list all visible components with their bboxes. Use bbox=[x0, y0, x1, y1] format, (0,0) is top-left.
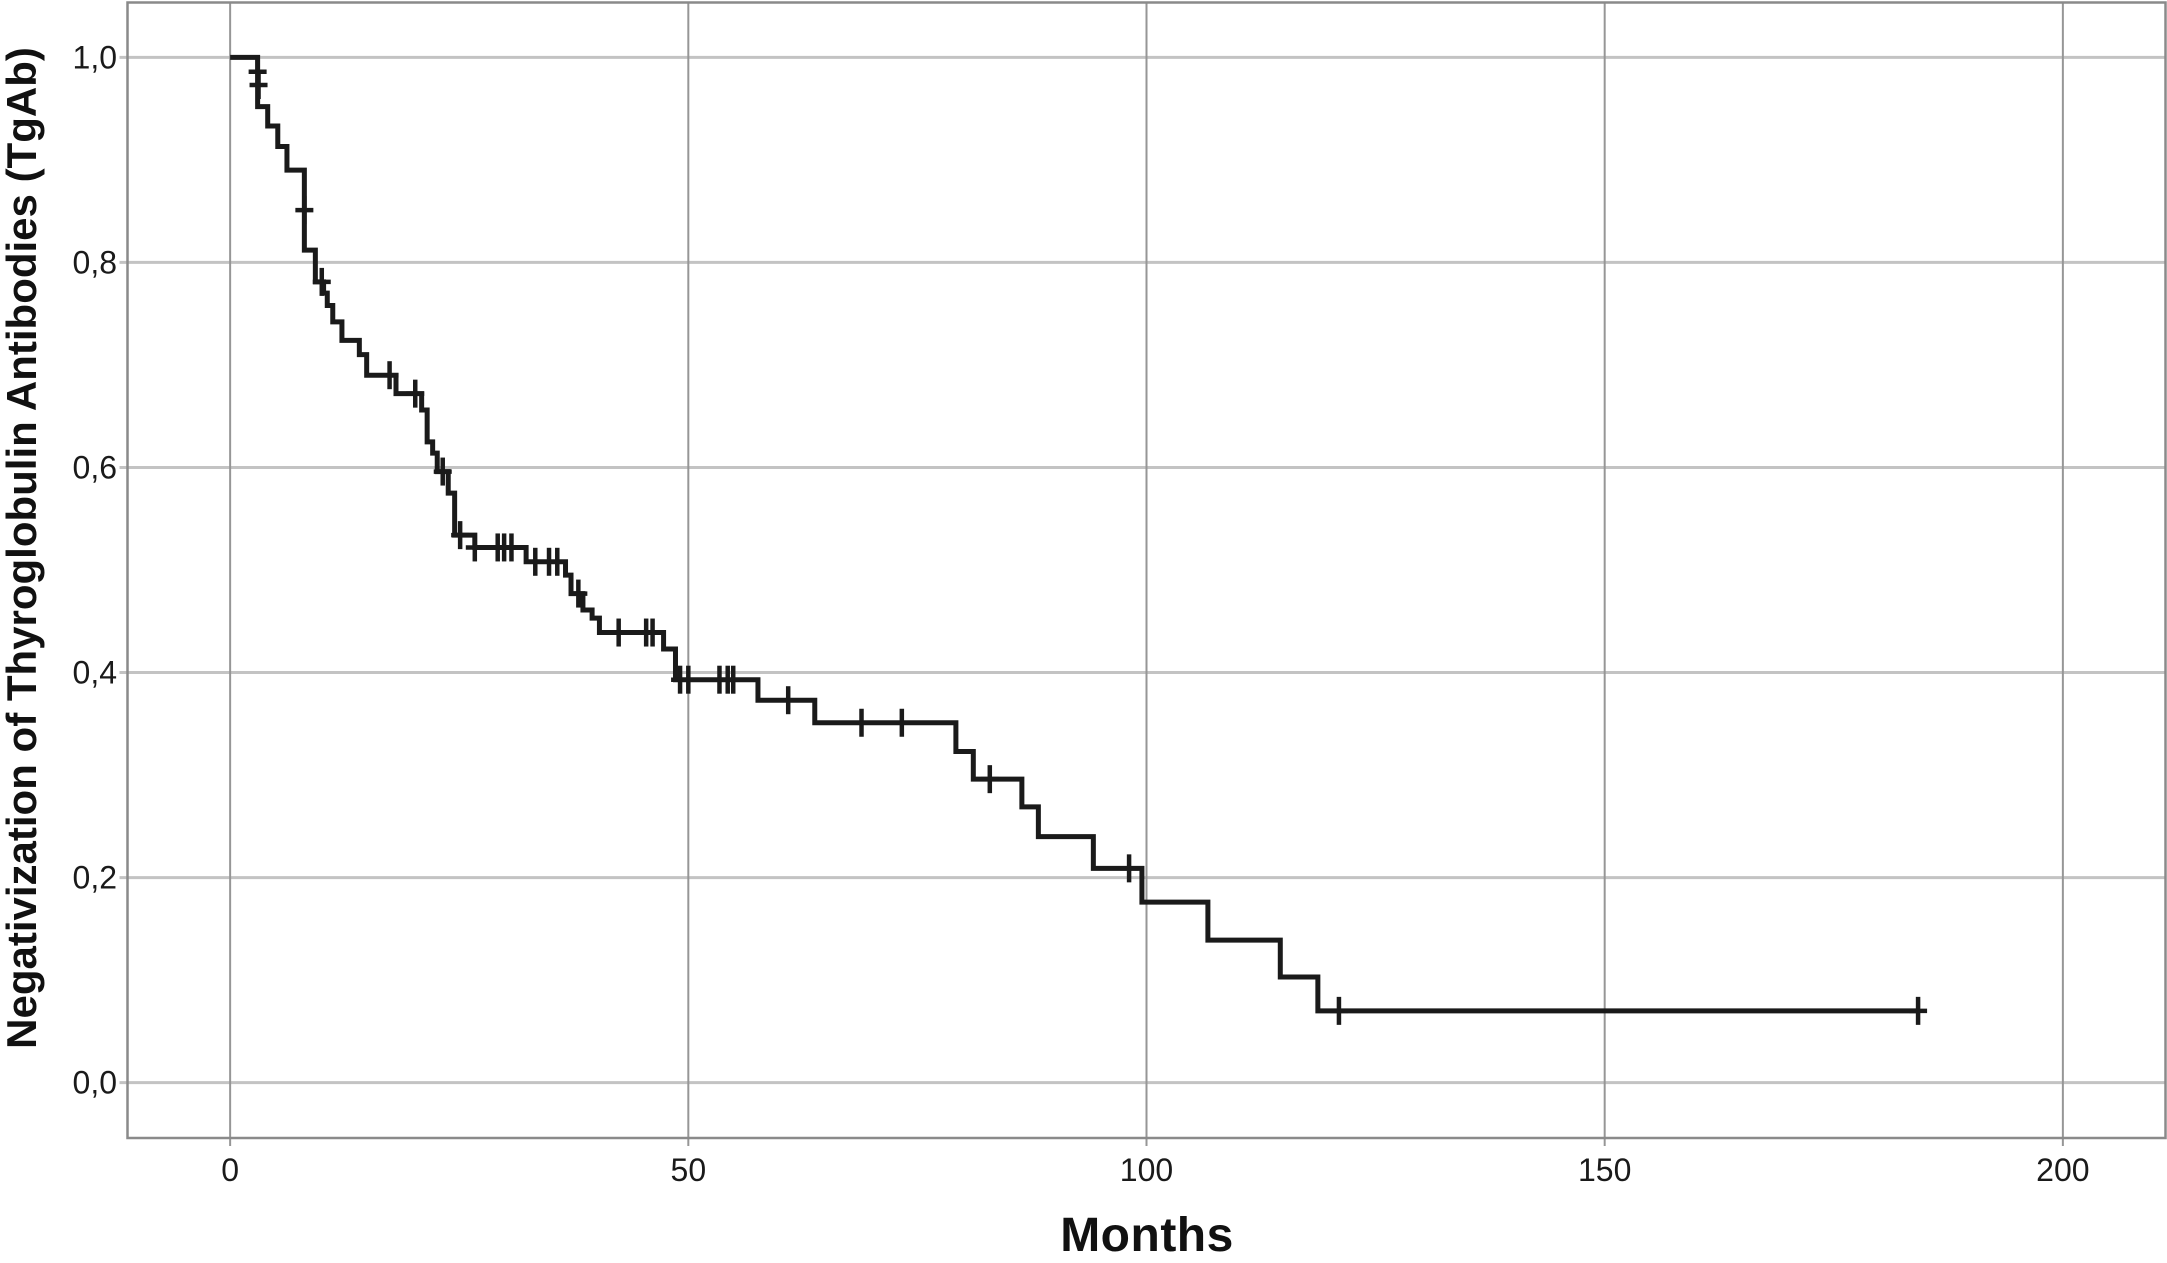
y-tick-label: 0,8 bbox=[73, 244, 117, 280]
x-tick-label: 0 bbox=[221, 1152, 239, 1188]
y-tick-label: 0,6 bbox=[73, 449, 117, 485]
x-axis-title: Months bbox=[1060, 1209, 1234, 1262]
y-tick-label: 0,2 bbox=[73, 860, 117, 896]
y-axis-title: Negativization of Thyroglobulin Antibodi… bbox=[0, 47, 45, 1049]
y-tick-label: 1,0 bbox=[73, 39, 117, 75]
x-tick-label: 150 bbox=[1578, 1152, 1631, 1188]
y-tick-label: 0,4 bbox=[73, 655, 117, 691]
survival-curve bbox=[230, 54, 1919, 1014]
x-tick-label: 50 bbox=[671, 1152, 707, 1188]
x-tick-label: 200 bbox=[2036, 1152, 2089, 1188]
x-tick-label: 100 bbox=[1120, 1152, 1173, 1188]
y-tick-label: 0,0 bbox=[73, 1065, 117, 1101]
chart-frame bbox=[126, 1, 2167, 1140]
